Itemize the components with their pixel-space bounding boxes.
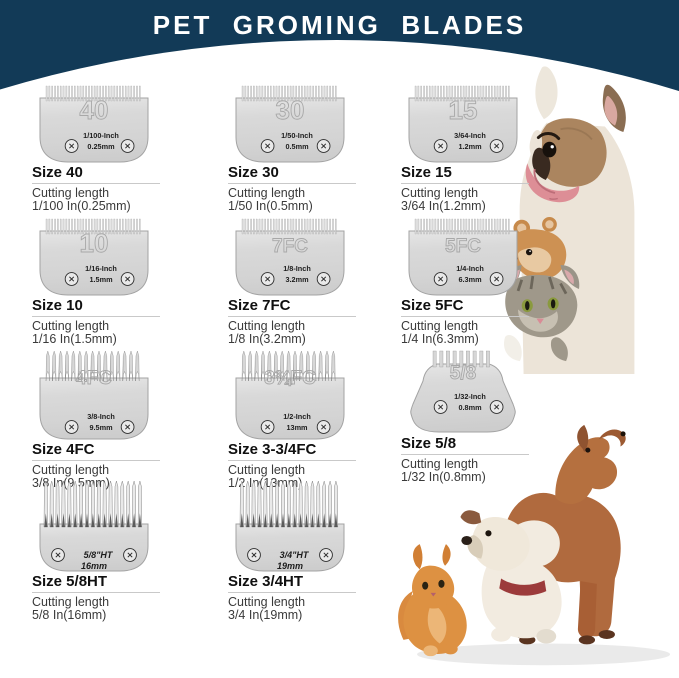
svg-text:1/32-Inch: 1/32-Inch xyxy=(454,392,486,401)
svg-text:19mm: 19mm xyxy=(277,561,303,571)
svg-text:3¾FC: 3¾FC xyxy=(264,368,316,389)
svg-text:13mm: 13mm xyxy=(286,423,308,432)
svg-text:1/4-Inch: 1/4-Inch xyxy=(456,264,484,273)
svg-text:5/8: 5/8 xyxy=(450,363,476,384)
svg-text:1/16-Inch: 1/16-Inch xyxy=(85,264,117,273)
svg-text:3/64-Inch: 3/64-Inch xyxy=(454,131,486,140)
svg-text:30: 30 xyxy=(276,95,305,125)
svg-text:16mm: 16mm xyxy=(81,561,107,571)
svg-text:5/8"HT: 5/8"HT xyxy=(84,550,114,560)
svg-text:4FC: 4FC xyxy=(76,368,112,389)
svg-text:0.8mm: 0.8mm xyxy=(458,403,482,412)
svg-text:40: 40 xyxy=(80,95,109,125)
svg-text:9.5mm: 9.5mm xyxy=(89,423,113,432)
svg-text:1/8-Inch: 1/8-Inch xyxy=(283,264,311,273)
svg-text:1/2-Inch: 1/2-Inch xyxy=(283,412,311,421)
svg-text:1.2mm: 1.2mm xyxy=(458,142,482,151)
svg-text:1.5mm: 1.5mm xyxy=(89,275,113,284)
svg-text:3.2mm: 3.2mm xyxy=(285,275,309,284)
svg-text:6.3mm: 6.3mm xyxy=(458,275,482,284)
svg-text:7FC: 7FC xyxy=(272,236,308,257)
svg-text:0.5mm: 0.5mm xyxy=(285,142,309,151)
svg-text:1/50-Inch: 1/50-Inch xyxy=(281,131,313,140)
svg-text:10: 10 xyxy=(80,228,109,258)
svg-text:3/8-Inch: 3/8-Inch xyxy=(87,412,115,421)
svg-text:3/4"HT: 3/4"HT xyxy=(280,550,310,560)
svg-text:1/100-Inch: 1/100-Inch xyxy=(83,131,119,140)
svg-text:5FC: 5FC xyxy=(445,236,481,257)
svg-text:15: 15 xyxy=(449,95,478,125)
svg-text:0.25mm: 0.25mm xyxy=(87,142,115,151)
